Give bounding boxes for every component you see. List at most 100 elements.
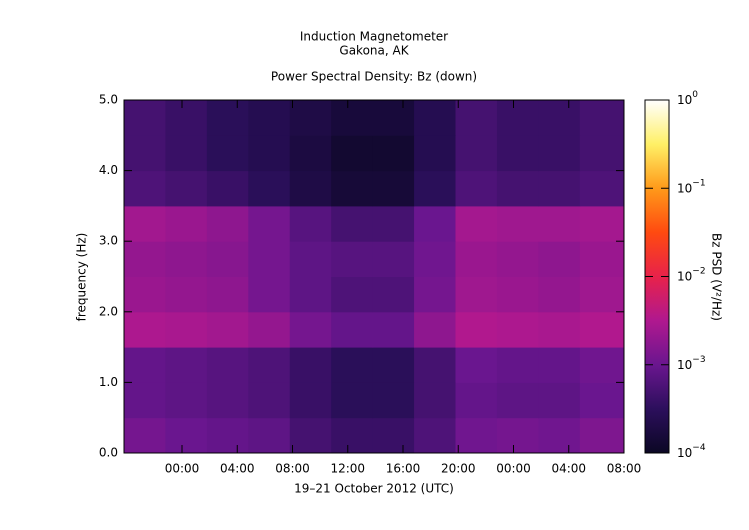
psd-cell xyxy=(538,311,581,348)
psd-cell xyxy=(248,241,291,277)
colorbar-tick-label: 10−1 xyxy=(677,178,706,195)
psd-cell xyxy=(165,311,208,348)
psd-cell xyxy=(124,382,166,419)
colorbar-tick-exponent: −3 xyxy=(692,354,705,364)
psd-cell xyxy=(372,135,415,172)
psd-cell xyxy=(248,311,291,348)
psd-cell xyxy=(538,382,581,419)
psd-cell xyxy=(289,205,332,242)
psd-cell xyxy=(496,241,539,277)
psd-cell xyxy=(455,382,498,419)
y-tick-label: 5.0 xyxy=(99,93,118,107)
psd-cell xyxy=(289,276,332,313)
psd-cell xyxy=(455,311,498,348)
psd-cell xyxy=(496,347,539,383)
psd-cell xyxy=(455,276,498,313)
psd-cell xyxy=(289,135,332,172)
psd-cell xyxy=(165,205,208,242)
psd-cell xyxy=(248,135,291,172)
psd-cell xyxy=(289,241,332,277)
x-tick-label: 00:00 xyxy=(165,462,200,476)
x-tick-label: 00:00 xyxy=(496,462,531,476)
psd-cell xyxy=(206,135,249,172)
psd-cell xyxy=(289,100,332,136)
psd-cell xyxy=(124,100,166,136)
colorbar-label: Bz PSD (V²/Hz) xyxy=(710,233,724,321)
psd-cell xyxy=(165,241,208,277)
psd-cell xyxy=(206,276,249,313)
psd-cell xyxy=(496,100,539,136)
psd-cell xyxy=(289,347,332,383)
colorbar-tick-exponent: −4 xyxy=(692,443,706,453)
psd-cell xyxy=(538,347,581,383)
colorbar-tick-label: 10−2 xyxy=(677,266,706,283)
colorbar-tick-exponent: −1 xyxy=(692,178,705,188)
psd-cell xyxy=(496,311,539,348)
y-tick-label: 2.0 xyxy=(99,304,118,318)
x-tick-label: 04:00 xyxy=(220,462,255,476)
x-axis-label: 19–21 October 2012 (UTC) xyxy=(294,482,454,496)
psd-cell xyxy=(538,100,581,136)
psd-cell xyxy=(538,241,581,277)
psd-cell xyxy=(455,170,498,207)
psd-cell xyxy=(124,170,166,207)
psd-cell xyxy=(206,205,249,242)
colorbar-tick-base: 10 xyxy=(677,269,692,283)
psd-cell xyxy=(165,382,208,419)
psd-cell xyxy=(372,311,415,348)
y-tick-label: 1.0 xyxy=(99,375,118,389)
x-tick-label: 04:00 xyxy=(551,462,586,476)
colorbar-tick-base: 10 xyxy=(677,181,692,195)
psd-cell xyxy=(289,170,332,207)
x-tick-label: 20:00 xyxy=(441,462,476,476)
psd-cell xyxy=(331,100,374,136)
psd-cell xyxy=(206,100,249,136)
psd-cell xyxy=(331,311,374,348)
psd-cell xyxy=(538,170,581,207)
psd-cell xyxy=(206,382,249,419)
psd-cell xyxy=(165,135,208,172)
psd-cell xyxy=(372,417,415,454)
colorbar-tick-base: 10 xyxy=(677,357,692,371)
psd-cell xyxy=(372,100,415,136)
psd-cell xyxy=(414,205,456,242)
psd-cell xyxy=(331,135,374,172)
psd-cell xyxy=(455,135,498,172)
psd-cell xyxy=(579,347,625,383)
x-tick-label: 08:00 xyxy=(607,462,642,476)
psd-cell xyxy=(289,382,332,419)
plot-frame xyxy=(123,99,625,454)
psd-cell xyxy=(455,241,498,277)
psd-cell xyxy=(206,347,249,383)
psd-cell xyxy=(496,170,539,207)
plot-title: Power Spectral Density: Bz (down) xyxy=(271,70,477,84)
psd-cell xyxy=(579,311,625,348)
psd-cell xyxy=(165,276,208,313)
colorbar-tick-base: 10 xyxy=(677,446,692,460)
psd-cell xyxy=(289,311,332,348)
psd-cell xyxy=(579,382,625,419)
psd-cell xyxy=(331,382,374,419)
chart-subtitle: Gakona, AK xyxy=(339,44,409,58)
psd-cell xyxy=(248,205,291,242)
psd-cell xyxy=(124,347,166,383)
psd-cell xyxy=(414,276,456,313)
psd-cell xyxy=(414,100,456,136)
psd-cell xyxy=(455,347,498,383)
y-tick-label: 4.0 xyxy=(99,163,118,177)
y-tick-label: 3.0 xyxy=(99,234,118,248)
psd-cell xyxy=(372,276,415,313)
psd-cell xyxy=(248,276,291,313)
psd-cell xyxy=(538,205,581,242)
x-tick-label: 08:00 xyxy=(275,462,310,476)
psd-cell xyxy=(248,100,291,136)
psd-cell xyxy=(496,382,539,419)
psd-cell xyxy=(455,205,498,242)
y-axis-label: frequency (Hz) xyxy=(75,233,89,322)
psd-cell xyxy=(496,276,539,313)
chart-title: Induction Magnetometer xyxy=(300,30,448,44)
colorbar-tick-base: 10 xyxy=(677,93,692,107)
psd-cell xyxy=(579,417,625,454)
psd-cell xyxy=(331,170,374,207)
psd-cell xyxy=(414,135,456,172)
